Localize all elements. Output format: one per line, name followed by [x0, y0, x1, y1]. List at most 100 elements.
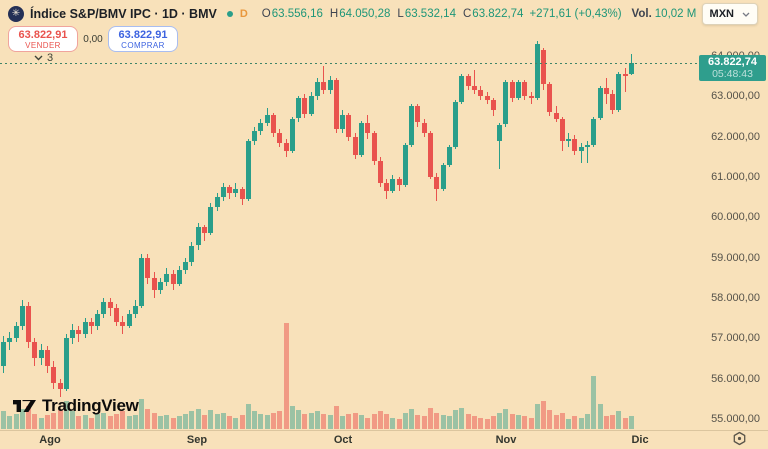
price-axis[interactable]: 64.000,0063.000,0062.000,0061.000,0060.0… — [700, 0, 760, 449]
candle-body — [290, 118, 295, 151]
legend-collapse-toggle[interactable]: 3 — [34, 52, 53, 64]
candle-body — [315, 82, 320, 97]
candle-body — [64, 338, 69, 389]
volume-bar — [384, 414, 389, 429]
volume-bar — [491, 416, 496, 429]
volume-bar — [466, 414, 471, 429]
candle-body — [453, 102, 458, 147]
time-axis[interactable]: Ago Sep Oct Nov Dic — [0, 430, 768, 449]
candle-body — [428, 132, 433, 177]
volume-bar — [120, 411, 125, 429]
sell-button[interactable]: 63.822,91 VENDER — [8, 26, 78, 52]
volume-bar — [215, 414, 220, 429]
price-tick-label: 62.000,00 — [711, 131, 760, 143]
candle-body — [215, 197, 220, 208]
low-label: L — [397, 8, 404, 20]
candle-body — [422, 122, 427, 133]
last-price-line — [0, 63, 700, 64]
volume-bar — [485, 419, 490, 429]
interval-badge[interactable]: D — [239, 8, 248, 20]
candle-body — [554, 112, 559, 119]
candle-body — [359, 122, 364, 155]
price-tick-label: 57.000,00 — [711, 332, 760, 344]
volume-bar — [372, 414, 377, 429]
high-value: 64.050,28 — [339, 8, 391, 20]
volume-bar — [240, 415, 245, 429]
candle-body — [39, 350, 44, 359]
axis-settings-gear-icon[interactable] — [732, 431, 747, 446]
volume-bar — [365, 418, 370, 429]
volume-bar — [510, 414, 515, 429]
candle-body — [164, 273, 169, 282]
buy-price: 63.822,91 — [118, 28, 168, 41]
volume-bar — [1, 411, 6, 429]
volume-bar — [453, 410, 458, 429]
volume-bar — [26, 406, 31, 429]
volume-bar — [158, 416, 163, 429]
volume-bar — [328, 415, 333, 429]
candle-body — [26, 306, 31, 343]
candle-body — [334, 80, 339, 129]
candle-body — [120, 322, 125, 327]
volume-bar — [378, 411, 383, 429]
change-value: +271,61 (+0,43%) — [529, 8, 622, 20]
tradingview-logo-text: TradingView — [42, 396, 139, 415]
volume-bar — [164, 415, 169, 429]
candle-body — [133, 306, 138, 315]
candle-body — [189, 245, 194, 262]
candle-body — [277, 132, 282, 143]
volume-bar — [108, 416, 113, 429]
last-price-value: 63.822,74 — [699, 55, 766, 68]
volume-bar — [177, 416, 182, 429]
candle-body — [384, 183, 389, 192]
volume-bar — [284, 323, 289, 429]
volume-bar — [114, 414, 119, 429]
candle-body — [89, 322, 94, 327]
chevron-down-icon — [742, 12, 750, 17]
candle-wick — [204, 225, 205, 242]
candle-body — [466, 76, 471, 87]
candle-body — [221, 187, 226, 198]
volume-bar — [20, 409, 25, 429]
price-tick-label: 63.000,00 — [711, 90, 760, 102]
candle-body — [485, 96, 490, 101]
tradingview-logo[interactable]: TradingView — [12, 396, 139, 416]
candle-body — [529, 96, 534, 99]
price-tick-label: 60.000,00 — [711, 211, 760, 223]
currency-select[interactable]: MXN — [701, 3, 758, 25]
candle-body — [14, 326, 19, 339]
volume-bar — [89, 418, 94, 429]
volume-bar — [309, 413, 314, 429]
volume-bar — [196, 409, 201, 429]
candle-body — [535, 43, 540, 99]
time-tick-label: Nov — [495, 434, 517, 446]
candle-body — [585, 144, 590, 147]
volume-bar — [547, 410, 552, 429]
candle-body — [321, 82, 326, 91]
candle-body — [127, 314, 132, 327]
candle-body — [516, 82, 521, 99]
candle-body — [346, 114, 351, 137]
candle-body — [108, 302, 113, 308]
volume-bar — [227, 416, 232, 429]
volume-bar — [139, 399, 144, 429]
candle-wick — [625, 68, 626, 93]
candle-body — [70, 330, 75, 339]
volume-bar — [32, 414, 37, 429]
market-status-dot-icon — [226, 11, 233, 17]
candle-body — [503, 82, 508, 125]
chevron-down-icon — [34, 55, 43, 61]
symbol-title[interactable]: Índice S&P/BMV IPC · 1D · BMV — [30, 7, 217, 21]
volume-bar — [598, 404, 603, 429]
volume-bar — [541, 401, 546, 429]
volume-bar — [346, 414, 351, 429]
candle-body — [76, 330, 81, 335]
buy-button[interactable]: 63.822,91 COMPRAR — [108, 26, 178, 52]
volume-bar — [572, 416, 577, 429]
time-tick-label: Sep — [186, 434, 208, 446]
low-value: 63.532,14 — [404, 8, 456, 20]
candle-body — [365, 122, 370, 133]
volume-bar — [133, 415, 138, 429]
